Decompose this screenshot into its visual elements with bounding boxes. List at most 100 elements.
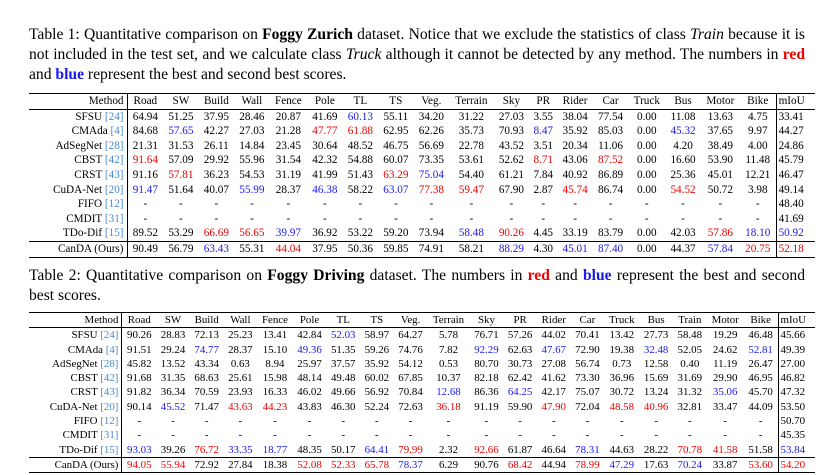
score-cell: - <box>619 415 624 428</box>
score-cell: 16.60 <box>670 154 696 167</box>
score-cell: 48.14 <box>297 372 322 385</box>
score-cell: 33.47 <box>712 400 738 413</box>
citation-link[interactable]: [12] <box>102 198 124 211</box>
score-cell: 43.34 <box>194 357 219 370</box>
score-cell: 44.02 <box>541 329 567 342</box>
score-cell: - <box>307 429 312 442</box>
score-cell: 75.07 <box>575 386 600 399</box>
score-cell: 60.02 <box>364 372 390 385</box>
method-name: CuDA-Net [20] <box>29 182 128 198</box>
citation-link[interactable]: [24] <box>97 329 119 342</box>
score-cell: 52.18 <box>775 240 815 258</box>
score-cell: 48.52 <box>347 139 373 152</box>
score-cell: 55.11 <box>383 110 409 123</box>
score-cell: 14.84 <box>239 139 265 152</box>
score-cell: 12.21 <box>745 168 771 181</box>
citation-link[interactable]: [31] <box>102 212 124 225</box>
column-header: Bike <box>743 311 779 329</box>
citation-link[interactable]: [15] <box>102 227 124 240</box>
score-cell: 57.09 <box>168 154 194 167</box>
table1-results: Method Road SW Build Wall Fence Pole TL TS Veg. Te… <box>29 93 815 258</box>
score-cell: 52.08 <box>292 456 327 474</box>
score-cell: 10.37 <box>436 372 461 385</box>
citation-link[interactable]: [43] <box>102 168 124 181</box>
score-cell: - <box>758 429 763 442</box>
score-cell: 90.26 <box>127 329 152 342</box>
score-cell: - <box>755 198 760 211</box>
column-header: SW <box>163 93 199 110</box>
score-cell: 28.46 <box>239 110 265 123</box>
table-row: CMDIT [31] - - - - - - - - - - - - - - - - - - 41.69 <box>29 211 815 227</box>
table-row: CMAda [4] 84.68 57.65 42.27 27.03 21.28 47.77 6… <box>29 124 815 139</box>
score-cell: 9.97 <box>747 125 768 138</box>
score-cell: 60.07 <box>383 154 409 167</box>
score-cell: - <box>250 198 254 211</box>
score-cell: - <box>204 429 209 442</box>
method-name: CuDA-Net [20] <box>29 399 123 415</box>
score-cell: 37.57 <box>330 357 356 370</box>
score-cell: 53.60 <box>743 456 779 474</box>
score-cell: 59.90 <box>507 400 533 413</box>
caption-text: Table 1: Quantitative comparison on <box>29 26 263 43</box>
citation-link[interactable]: [4] <box>102 343 119 356</box>
score-cell: 21.31 <box>132 139 158 152</box>
method-name: AdSegNet [28] <box>29 356 123 372</box>
score-cell: 58.21 <box>449 240 494 258</box>
citation-link[interactable]: [42] <box>97 372 119 385</box>
score-cell: 62.63 <box>507 343 533 356</box>
column-header: TL <box>326 311 361 329</box>
score-cell: 86.74 <box>597 183 624 196</box>
score-cell: 67.85 <box>398 372 423 385</box>
class-name: Train <box>690 26 724 43</box>
column-header: Truck <box>628 93 666 110</box>
method-name: TDo-Dif [15] <box>29 226 128 242</box>
table-row: CBST [42] 91.68 31.35 68.63 25.61 15.98 48.14 4… <box>29 371 815 386</box>
score-cell: 45.01 <box>707 168 733 181</box>
score-cell: 89.52 <box>132 227 158 240</box>
citation-link[interactable]: [12] <box>97 415 119 428</box>
score-cell: 51.58 <box>748 443 773 456</box>
score-cell: 47.67 <box>541 343 567 356</box>
score-cell: 45.32 <box>670 125 696 138</box>
score-cell: 46.02 <box>297 386 322 399</box>
citation-link[interactable]: [20] <box>97 400 119 413</box>
table2-caption: Table 2: Quantitative comparison on Fogg… <box>29 266 805 306</box>
score-cell: - <box>723 415 727 428</box>
citation-link[interactable]: [20] <box>102 183 124 196</box>
column-header: mIoU <box>775 93 815 110</box>
score-cell: - <box>718 212 723 225</box>
citation-link[interactable]: [31] <box>97 429 119 442</box>
score-cell: 32.48 <box>643 343 669 356</box>
column-header: Bike <box>739 93 777 110</box>
citation-link[interactable]: [28] <box>102 139 124 152</box>
score-cell: 51.64 <box>168 183 194 196</box>
score-cell: 80.70 <box>474 357 499 370</box>
score-cell: - <box>654 429 658 442</box>
score-cell: 42.03 <box>670 227 696 240</box>
score-cell: 21.28 <box>275 125 301 138</box>
citation-link[interactable]: [42] <box>102 154 124 167</box>
citation-link[interactable]: [43] <box>97 386 119 399</box>
citation-link[interactable]: [28] <box>97 357 119 370</box>
score-cell: - <box>179 198 183 211</box>
score-cell: 56.69 <box>418 139 444 152</box>
table-row: CMDIT [31] - - - - - - - - - - - - - - - - - - - 45.35 <box>29 428 815 443</box>
score-cell: 68.63 <box>194 372 219 385</box>
score-cell: - <box>341 415 346 428</box>
citation-link[interactable]: [24] <box>102 110 124 123</box>
score-cell: 45.35 <box>777 428 815 443</box>
citation-link[interactable]: [4] <box>107 125 124 138</box>
score-cell: - <box>619 429 624 442</box>
score-cell: 64.27 <box>398 329 423 342</box>
column-header: PR <box>503 311 537 329</box>
citation-link[interactable]: [15] <box>97 443 119 456</box>
score-cell: 42.27 <box>203 125 229 138</box>
score-cell: 61.21 <box>498 168 524 181</box>
score-cell: 86.89 <box>597 168 624 181</box>
score-cell: - <box>687 429 692 442</box>
column-header: Terrain <box>427 311 470 329</box>
score-cell: - <box>509 198 514 211</box>
score-cell: - <box>341 429 346 442</box>
score-cell: 90.14 <box>127 400 152 413</box>
score-cell: 31.35 <box>160 372 186 385</box>
